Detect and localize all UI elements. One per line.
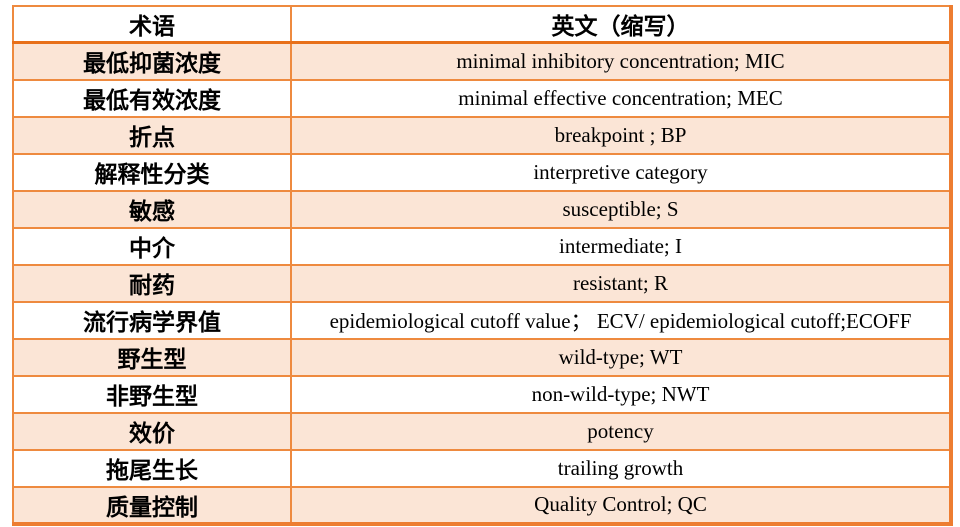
english-cell: susceptible; S xyxy=(290,189,952,229)
header-row: 术语 英文（缩写） xyxy=(12,5,952,44)
table-row: 野生型 wild-type; WT xyxy=(12,337,952,377)
english-cell: minimal effective concentration; MEC xyxy=(290,78,952,118)
term-cell: 解释性分类 xyxy=(12,152,292,192)
table-row: 非野生型 non-wild-type; NWT xyxy=(12,374,952,414)
english-cell: intermediate; I xyxy=(290,226,952,266)
term-column-header: 术语 xyxy=(12,5,292,44)
table-row: 中介 intermediate; I xyxy=(12,226,952,266)
term-cell: 最低有效浓度 xyxy=(12,78,292,118)
table-row: 效价 potency xyxy=(12,411,952,451)
table-row: 解释性分类 interpretive category xyxy=(12,152,952,192)
term-cell: 效价 xyxy=(12,411,292,451)
english-cell: interpretive category xyxy=(290,152,952,192)
terminology-table: 术语 英文（缩写） 最低抑菌浓度 minimal inhibitory conc… xyxy=(12,5,953,526)
term-cell: 拖尾生长 xyxy=(12,448,292,488)
english-column-header: 英文（缩写） xyxy=(290,5,952,44)
term-cell: 野生型 xyxy=(12,337,292,377)
english-cell: potency xyxy=(290,411,952,451)
table-row: 流行病学界值 epidemiological cutoff value； ECV… xyxy=(12,300,952,340)
term-cell: 中介 xyxy=(12,226,292,266)
table-row: 拖尾生长 trailing growth xyxy=(12,448,952,488)
term-cell: 流行病学界值 xyxy=(12,300,292,340)
english-cell: resistant; R xyxy=(290,263,952,303)
term-cell: 最低抑菌浓度 xyxy=(12,41,292,81)
table-row: 质量控制 Quality Control; QC xyxy=(12,485,952,525)
english-cell: minimal inhibitory concentration; MIC xyxy=(290,41,952,81)
english-cell: trailing growth xyxy=(290,448,952,488)
english-cell: wild-type; WT xyxy=(290,337,952,377)
term-cell: 耐药 xyxy=(12,263,292,303)
table-row: 敏感 susceptible; S xyxy=(12,189,952,229)
table-row: 最低有效浓度 minimal effective concentration; … xyxy=(12,78,952,118)
table-row: 最低抑菌浓度 minimal inhibitory concentration;… xyxy=(12,41,952,81)
terminology-table-container: 术语 英文（缩写） 最低抑菌浓度 minimal inhibitory conc… xyxy=(12,5,953,526)
english-cell: non-wild-type; NWT xyxy=(290,374,952,414)
english-cell: Quality Control; QC xyxy=(290,485,952,525)
english-cell: breakpoint ; BP xyxy=(290,115,952,155)
term-cell: 非野生型 xyxy=(12,374,292,414)
table-row: 耐药 resistant; R xyxy=(12,263,952,303)
term-cell: 质量控制 xyxy=(12,485,292,525)
term-cell: 折点 xyxy=(12,115,292,155)
term-cell: 敏感 xyxy=(12,189,292,229)
table-row: 折点 breakpoint ; BP xyxy=(12,115,952,155)
english-cell: epidemiological cutoff value； ECV/ epide… xyxy=(290,300,952,340)
